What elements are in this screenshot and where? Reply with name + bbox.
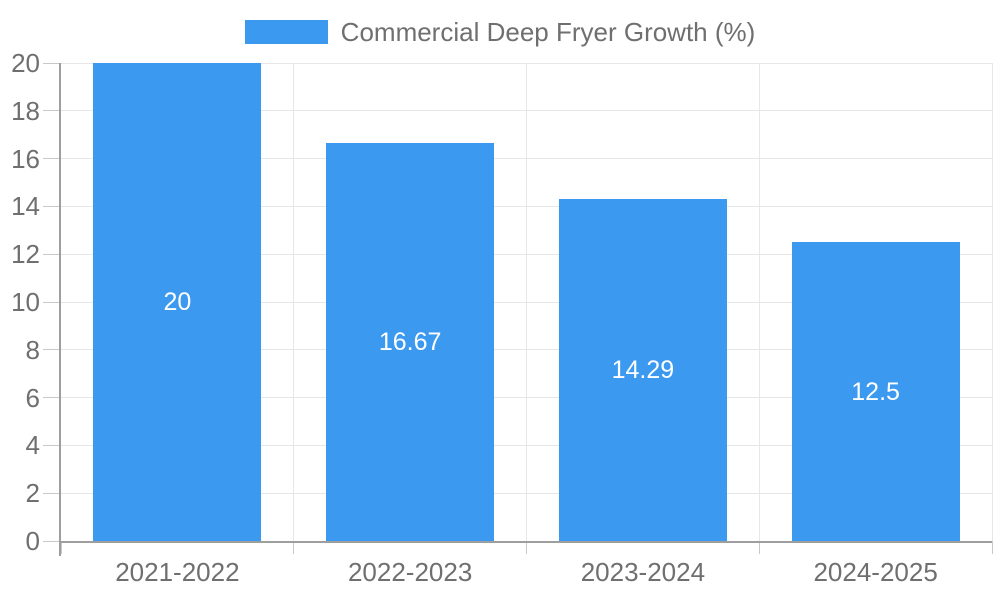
x-axis-line <box>59 541 992 543</box>
legend-item-growth[interactable]: Commercial Deep Fryer Growth (%) <box>244 17 756 47</box>
y-axis-tick <box>43 301 61 303</box>
bar-value-label: 20 <box>163 288 192 316</box>
y-tick-label: 18 <box>11 95 40 126</box>
y-tick-label: 6 <box>25 382 40 413</box>
bar-value-label: 14.29 <box>611 356 675 385</box>
bar-2023-2024[interactable] <box>558 199 727 541</box>
v-gridline <box>991 63 993 541</box>
y-axis-tick <box>43 158 61 160</box>
x-tick-label: 2023-2024 <box>580 557 706 587</box>
bar-value-label: 12.5 <box>851 377 900 406</box>
legend: Commercial Deep Fryer Growth (%) <box>0 18 1000 46</box>
y-tick-label: 2 <box>25 478 40 509</box>
y-tick-label: 4 <box>25 430 40 461</box>
y-tick-label: 20 <box>11 48 40 78</box>
v-gridline <box>293 63 295 541</box>
y-tick-label: 8 <box>25 334 40 365</box>
x-axis-tick <box>526 541 527 554</box>
bar-2021-2022[interactable] <box>93 63 262 541</box>
y-axis-tick <box>43 397 61 399</box>
y-tick-label: 14 <box>11 191 40 222</box>
bar-2024-2025[interactable] <box>791 242 960 541</box>
bar-2022-2023[interactable] <box>326 142 495 541</box>
y-axis-line <box>59 63 61 556</box>
x-axis-tick <box>991 541 993 554</box>
legend-swatch <box>244 20 328 44</box>
y-axis-tick <box>43 205 61 207</box>
x-tick-label: 2022-2023 <box>347 557 473 587</box>
x-axis-tick <box>60 541 62 554</box>
y-axis-tick <box>43 110 61 112</box>
y-axis-tick <box>43 492 61 494</box>
y-tick-label: 12 <box>11 239 40 270</box>
y-axis-tick <box>43 253 61 255</box>
x-axis-tick <box>293 541 295 554</box>
y-axis-tick <box>43 444 61 446</box>
y-tick-label: 10 <box>11 287 40 317</box>
v-gridline <box>758 63 760 541</box>
x-tick-label: 2024-2025 <box>813 557 938 587</box>
y-tick-label: 16 <box>11 143 40 174</box>
y-tick-label: 0 <box>25 526 40 556</box>
y-axis-tick <box>43 62 61 64</box>
bar-value-label: 16.67 <box>378 327 442 356</box>
x-tick-label: 2021-2022 <box>115 557 240 587</box>
y-axis-tick <box>43 349 61 351</box>
legend-label: Commercial Deep Fryer Growth (%) <box>340 17 756 47</box>
x-axis-tick <box>758 541 760 554</box>
v-gridline <box>526 63 527 541</box>
y-axis-tick <box>43 540 61 542</box>
